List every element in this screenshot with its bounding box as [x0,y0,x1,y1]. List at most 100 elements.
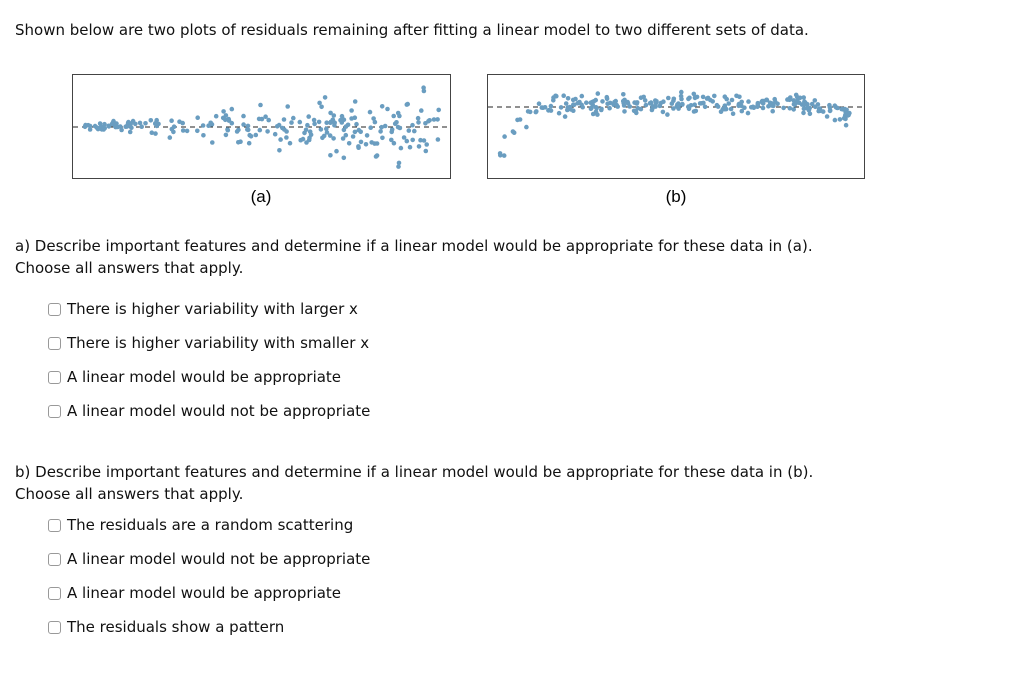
dot [148,118,154,123]
option[interactable]: There is higher variability with smaller… [48,334,369,352]
dot [571,102,577,108]
dot [845,113,850,118]
residual-dots [82,85,852,169]
dot [352,129,358,135]
dot [364,133,370,138]
question-prompt: a) Describe important features and deter… [15,237,813,255]
dot [324,126,329,132]
dot [263,114,268,119]
dot [415,115,421,121]
dot [277,148,282,153]
dot [577,99,582,105]
dot [241,122,246,127]
dot [750,104,756,110]
dot [766,104,771,109]
option-text: There is higher variability with smaller… [67,334,370,352]
dot [614,102,619,108]
dot [604,96,610,102]
dot [130,118,136,124]
dot [785,97,790,102]
dot [317,100,322,106]
option[interactable]: There is higher variability with larger … [48,300,358,318]
dot [416,120,421,125]
dot [305,122,310,128]
checkbox[interactable] [48,404,61,418]
dot [563,101,569,106]
option[interactable]: A linear model would not be appropriate [48,402,370,420]
option[interactable]: A linear model would be appropriate [48,368,341,386]
dot [382,123,388,129]
dot [352,115,358,120]
dot [225,127,230,132]
dot [795,98,800,104]
dot [806,107,812,113]
dot [113,124,118,130]
dot [125,123,130,128]
dot [687,95,692,101]
dot [354,121,359,127]
dot [356,144,361,149]
dot [642,98,648,103]
dot [501,153,507,158]
checkbox[interactable] [48,302,61,316]
dot [627,104,633,109]
option[interactable]: A linear model would not be appropriate [48,550,370,568]
dot [276,122,282,128]
option[interactable]: The residuals are a random scattering [48,516,353,534]
dot [291,115,296,121]
dot [236,127,241,133]
dot [328,120,333,125]
checkbox[interactable] [48,586,61,600]
checkbox[interactable] [48,370,61,384]
dot [137,120,143,126]
dot [621,101,626,106]
dot [318,127,324,132]
dot [666,95,671,101]
dot [241,113,246,119]
dot [324,130,330,135]
dot [558,105,564,110]
checkbox[interactable] [48,518,61,532]
dot [715,104,721,109]
option-text: There is higher variability with larger … [67,300,358,318]
dot [565,96,571,101]
dot [229,120,235,126]
dot [245,123,251,129]
dot [794,94,800,100]
dot [605,101,610,106]
checkbox[interactable] [48,336,61,350]
dot [281,117,287,122]
dot [363,142,369,147]
dot [371,116,376,121]
dot [341,155,347,161]
dot [712,93,717,99]
dot [257,127,263,133]
dot [693,108,699,114]
dot [730,111,736,116]
dot [676,106,681,111]
dot [298,137,304,143]
dot [119,127,124,133]
dot [745,110,751,116]
dot [256,116,262,122]
dot [324,120,330,125]
dot [728,106,734,112]
checkbox[interactable] [48,552,61,566]
dot [139,124,144,129]
option[interactable]: The residuals show a pattern [48,618,284,636]
dot [755,104,760,109]
dot [221,109,226,114]
dot [350,134,356,139]
dot [421,138,427,143]
dot [548,103,554,109]
dot [349,108,354,113]
option[interactable]: A linear model would be appropriate [48,584,341,602]
dot [379,104,385,109]
dot [92,123,98,129]
dot [401,135,407,140]
checkbox[interactable] [48,620,61,634]
dot [278,137,283,142]
dot [265,129,270,134]
dot [368,125,374,130]
